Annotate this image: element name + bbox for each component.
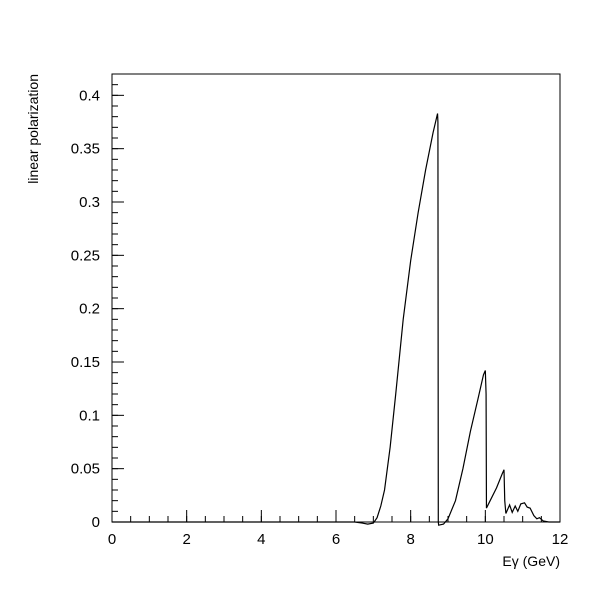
- plot-frame: [111, 73, 561, 523]
- y-tick-label: 0.15: [71, 354, 100, 371]
- y-tick-label: 0.2: [79, 301, 100, 318]
- y-tick-label: 0.4: [79, 87, 100, 104]
- y-axis-ticks: 0 0.05 0.1 0.15 0.2 0.25 0.3 0.35 0.4: [71, 87, 124, 531]
- y-tick-label: 0.3: [79, 194, 100, 211]
- x-axis-ticks: 0 2 4 6 8 10 12: [108, 510, 569, 548]
- x-tick-label: 10: [477, 531, 494, 548]
- x-tick-label: 8: [406, 531, 414, 548]
- x-tick-label: 4: [257, 531, 265, 548]
- y-tick-label: 0: [92, 514, 100, 531]
- y-tick-label: 0.25: [71, 247, 100, 264]
- y-minor-ticks: [112, 73, 118, 523]
- x-axis-label: Eγ (GeV): [502, 553, 560, 569]
- x-tick-label: 6: [332, 531, 340, 548]
- y-tick-label: 0.35: [71, 141, 100, 158]
- x-tick-label: 0: [108, 531, 116, 548]
- series-line: [112, 113, 560, 526]
- y-tick-label: 0.05: [71, 461, 100, 478]
- x-tick-label: 12: [552, 531, 569, 548]
- y-tick-label: 0.1: [79, 407, 100, 424]
- y-axis-label: linear polarization: [25, 74, 41, 184]
- x-tick-label: 2: [182, 531, 190, 548]
